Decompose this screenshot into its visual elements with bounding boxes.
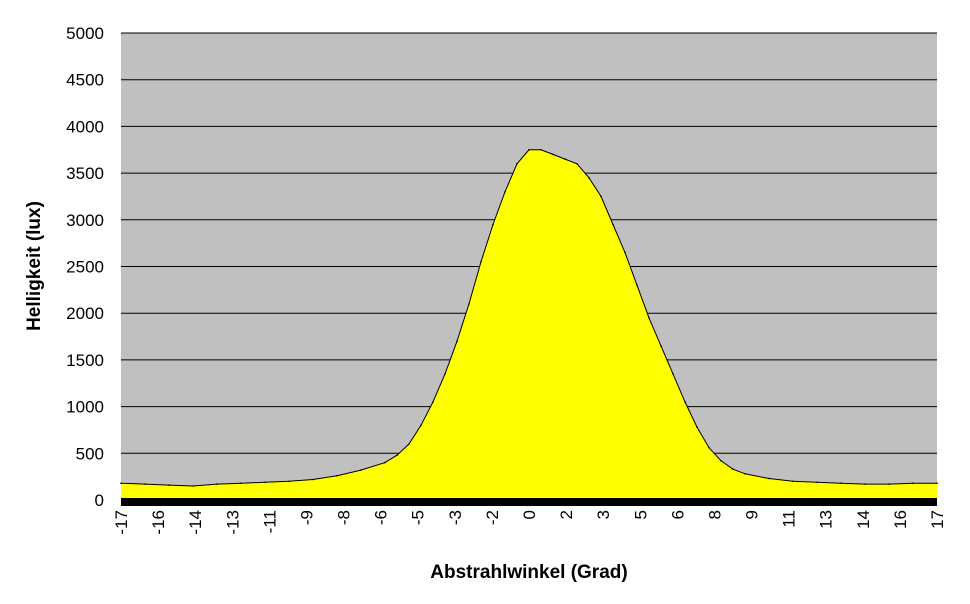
x-tick-label: -9 — [297, 510, 316, 525]
x-tick-label: 16 — [891, 510, 910, 529]
data-point — [444, 373, 446, 375]
y-tick-label: 2000 — [66, 304, 104, 323]
series-line — [120, 149, 937, 487]
y-axis-title: Helligkeit (lux) — [24, 201, 45, 331]
series-area — [121, 149, 937, 501]
x-tick-label: -2 — [483, 510, 502, 525]
x-tick-label: 6 — [668, 510, 687, 519]
data-point — [432, 401, 434, 403]
data-point — [600, 195, 602, 198]
data-point — [468, 303, 470, 305]
x-tick-label: 0 — [520, 510, 539, 519]
data-point — [144, 483, 146, 485]
data-point — [396, 454, 398, 457]
x-tick-label: 17 — [928, 510, 947, 529]
data-point — [672, 373, 674, 375]
data-point — [384, 461, 386, 464]
data-point — [552, 153, 554, 156]
data-point — [888, 483, 890, 485]
data-point — [684, 401, 686, 403]
data-point — [120, 482, 122, 485]
x-tick-label: 2 — [557, 510, 576, 519]
x-tick-label: -16 — [149, 510, 168, 535]
y-tick-label: 3500 — [66, 164, 104, 183]
x-axis-baseline — [121, 498, 937, 506]
y-tick-label: 2500 — [66, 258, 104, 277]
data-point — [612, 223, 614, 226]
data-point — [576, 163, 578, 165]
data-point — [840, 482, 842, 485]
y-tick-label: 0 — [95, 491, 104, 510]
data-point — [720, 460, 722, 462]
data-point — [216, 483, 218, 485]
y-tick-label: 1500 — [66, 351, 104, 370]
x-tick-label: 11 — [780, 510, 799, 528]
y-tick-label: 4500 — [66, 71, 104, 90]
x-tick-label: -8 — [335, 510, 354, 525]
data-point — [516, 163, 518, 165]
y-tick-label: 1000 — [66, 398, 104, 417]
data-point — [336, 474, 338, 477]
data-point — [480, 261, 482, 263]
x-axis-title: Abstrahlwinkel (Grad) — [430, 562, 627, 583]
data-point — [264, 481, 266, 484]
data-point — [936, 482, 938, 485]
data-point — [636, 284, 638, 287]
data-point — [192, 485, 194, 487]
data-point — [240, 482, 242, 485]
data-point — [540, 149, 542, 151]
x-tick-label: 5 — [631, 510, 650, 519]
x-tick-label: 14 — [854, 510, 873, 529]
data-point — [648, 317, 650, 319]
data-point — [408, 443, 410, 445]
data-point — [792, 480, 794, 483]
data-point — [816, 481, 818, 484]
series-layer — [120, 149, 938, 501]
x-tick-label: 9 — [743, 510, 762, 519]
y-tick-labels: 0 500 1000 1500 2000 2500 3000 3500 4000 4500 5000 — [66, 24, 104, 510]
x-tick-label: -3 — [446, 510, 465, 525]
x-tick-label: 13 — [817, 510, 836, 529]
data-point — [312, 478, 314, 481]
y-tick-label: 5000 — [66, 24, 104, 43]
data-point — [624, 251, 626, 254]
data-point — [528, 149, 530, 151]
x-tick-label: 3 — [594, 510, 613, 519]
data-point — [288, 480, 290, 483]
x-tick-label: -13 — [223, 510, 242, 535]
x-tick-label: 8 — [705, 510, 724, 519]
data-point — [912, 482, 914, 485]
x-tick-label: -14 — [186, 510, 205, 535]
data-point — [492, 223, 494, 226]
y-tick-label: 500 — [76, 444, 104, 463]
y-tick-label: 3000 — [66, 211, 104, 230]
data-point — [768, 477, 770, 480]
x-tick-label: -5 — [409, 510, 428, 525]
data-point — [456, 340, 458, 343]
data-point — [168, 484, 170, 486]
data-point — [708, 446, 710, 449]
x-tick-label: -6 — [372, 510, 391, 525]
data-point — [360, 469, 362, 471]
data-point — [696, 426, 698, 428]
data-point — [588, 177, 590, 179]
data-point — [732, 468, 734, 471]
y-tick-label: 4000 — [66, 117, 104, 136]
data-point — [744, 473, 746, 475]
data-point — [564, 158, 566, 160]
data-point — [420, 424, 422, 427]
x-tick-label: -17 — [112, 510, 131, 535]
data-point — [660, 345, 662, 347]
x-tick-labels: -17 -16 -14 -13 -11 -9 -8 -6 -5 -3 -2 0 2 3 5 6 8 9 11 13 14… — [112, 510, 947, 535]
data-point — [864, 483, 866, 485]
x-tick-label: -11 — [260, 510, 279, 533]
data-point — [504, 191, 506, 193]
